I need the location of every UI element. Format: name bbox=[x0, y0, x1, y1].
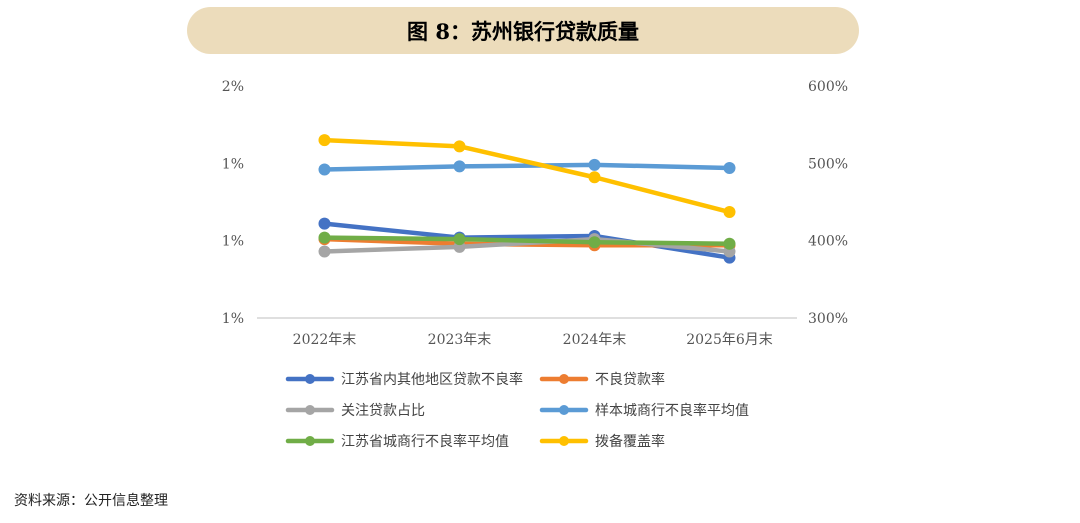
x-tick-label: 2022年末 bbox=[293, 332, 357, 348]
data-point bbox=[318, 217, 331, 230]
y-right-tick-label: 300% bbox=[808, 311, 848, 327]
y-left-tick-label: 1% bbox=[222, 311, 244, 327]
data-point bbox=[318, 134, 331, 147]
x-tick-label: 2025年6月末 bbox=[686, 332, 773, 348]
series-layer bbox=[318, 134, 736, 264]
legend-item: 江苏省内其他地区贷款不良率 bbox=[285, 371, 523, 388]
data-point bbox=[723, 161, 736, 174]
data-point bbox=[453, 233, 466, 246]
chart-axes: 1% 1% 1% 2% 300% 400% 500% 600% 2022年末 2023年末 2024… bbox=[222, 79, 848, 348]
series-4 bbox=[318, 231, 736, 250]
y-right-tick-label: 500% bbox=[808, 156, 848, 172]
legend-swatch-marker bbox=[305, 405, 315, 415]
legend-swatch-marker bbox=[559, 374, 569, 384]
series-5 bbox=[318, 134, 736, 219]
legend-swatch-marker bbox=[559, 405, 569, 415]
legend-label: 关注贷款占比 bbox=[341, 403, 425, 419]
series-line bbox=[322, 235, 732, 247]
data-point bbox=[453, 140, 466, 153]
legend-item: 不良贷款率 bbox=[539, 371, 665, 388]
data-point bbox=[723, 237, 736, 250]
data-point bbox=[318, 245, 331, 258]
data-point bbox=[588, 158, 601, 171]
y-right-tick-label: 400% bbox=[808, 234, 848, 250]
y-left-tick-label: 1% bbox=[222, 156, 244, 172]
legend-item: 江苏省城商行不良率平均值 bbox=[285, 433, 509, 450]
data-point bbox=[318, 231, 331, 244]
legend-label: 拨备覆盖率 bbox=[595, 433, 665, 450]
legend-swatch-marker bbox=[559, 436, 569, 446]
data-point bbox=[588, 171, 601, 184]
data-point bbox=[723, 206, 736, 219]
data-point bbox=[453, 160, 466, 173]
data-point bbox=[588, 236, 601, 249]
x-tick-label: 2024年末 bbox=[563, 332, 627, 348]
series-line bbox=[322, 236, 732, 254]
series-line bbox=[322, 162, 732, 172]
legend-swatch-marker bbox=[305, 436, 315, 446]
data-point bbox=[318, 163, 331, 176]
legend-item: 拨备覆盖率 bbox=[539, 433, 665, 450]
legend-label: 不良贷款率 bbox=[595, 371, 665, 388]
legend-swatch-marker bbox=[305, 374, 315, 384]
y-left-tick-label: 2% bbox=[222, 79, 244, 95]
y-right-tick-label: 600% bbox=[808, 79, 848, 95]
legend-label: 江苏省城商行不良率平均值 bbox=[341, 433, 509, 450]
y-left-tick-label: 1% bbox=[222, 234, 244, 250]
x-tick-label: 2023年末 bbox=[428, 332, 492, 348]
legend-label: 样本城商行不良率平均值 bbox=[595, 402, 749, 419]
legend-item: 样本城商行不良率平均值 bbox=[539, 402, 749, 419]
source-note: 资料来源：公开信息整理 bbox=[14, 493, 168, 509]
chart-title: 图 8：苏州银行贷款质量 bbox=[407, 18, 639, 44]
chart-title-banner: 图 8：苏州银行贷款质量 bbox=[187, 7, 859, 54]
legend-label: 江苏省内其他地区贷款不良率 bbox=[341, 371, 523, 388]
line-chart: 1% 1% 1% 2% 300% 400% 500% 600% 2022年末 2023年末 2024… bbox=[222, 79, 848, 450]
series-3 bbox=[318, 158, 736, 176]
legend-item: 关注贷款占比 bbox=[285, 403, 425, 419]
series-line bbox=[322, 137, 732, 215]
